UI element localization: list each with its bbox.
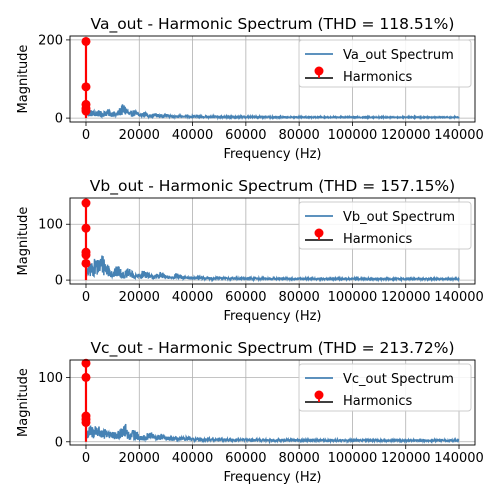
legend-box — [298, 39, 472, 88]
harmonic-marker — [81, 372, 91, 382]
x-tick-label: 80000 — [278, 451, 319, 466]
chart-panel-1: Va_out - Harmonic Spectrum (THD = 118.51… — [16, 15, 484, 162]
harmonic-marker — [81, 358, 91, 368]
chart-title: Vb_out - Harmonic Spectrum (THD = 157.15… — [90, 177, 455, 196]
legend-box — [298, 201, 472, 250]
x-axis-label: Frequency (Hz) — [223, 147, 321, 162]
legend-label-spectrum: Va_out Spectrum — [343, 48, 454, 63]
spectrum-line — [85, 203, 460, 283]
x-tick-label: 20000 — [119, 128, 160, 143]
x-tick-label: 40000 — [172, 451, 213, 466]
harmonic-marker — [81, 223, 91, 233]
x-tick-label: 140000 — [434, 451, 484, 466]
legend-swatch-marker — [314, 390, 324, 400]
y-tick-label: 0 — [55, 112, 63, 127]
axes-frame — [69, 197, 476, 285]
x-tick-label: 0 — [82, 128, 90, 143]
legend-label-spectrum: Vb_out Spectrum — [343, 210, 455, 225]
x-tick-label: 100000 — [328, 128, 378, 143]
chart-title: Va_out - Harmonic Spectrum (THD = 118.51… — [91, 15, 455, 34]
legend-label-harmonics: Harmonics — [343, 232, 412, 247]
y-tick-label: 200 — [38, 33, 63, 48]
x-tick-label: 60000 — [225, 451, 266, 466]
harmonic-marker — [81, 417, 91, 427]
x-tick-label: 20000 — [119, 451, 160, 466]
x-tick-label: 40000 — [172, 290, 213, 305]
x-tick-label: 60000 — [225, 290, 266, 305]
y-tick-label: 100 — [38, 218, 63, 233]
legend-swatch-marker — [314, 228, 324, 238]
x-tick-label: 40000 — [172, 128, 213, 143]
y-axis-label: Magnitude — [16, 45, 31, 114]
y-tick-label: 100 — [38, 371, 63, 386]
legend: Va_out Spectrum Harmonics — [298, 39, 472, 88]
x-tick-label: 120000 — [381, 290, 431, 305]
chart-panel-2: Vb_out - Harmonic Spectrum (THD = 157.15… — [16, 177, 484, 324]
axes-frame — [69, 35, 476, 123]
x-tick-label: 80000 — [278, 128, 319, 143]
y-tick-label: 0 — [55, 435, 63, 450]
legend-label-harmonics: Harmonics — [343, 394, 412, 409]
x-tick-label: 140000 — [434, 290, 484, 305]
harmonic-marker — [81, 198, 91, 208]
y-axis-label: Magnitude — [16, 207, 31, 276]
x-tick-label: 80000 — [278, 290, 319, 305]
legend-swatch-marker — [314, 66, 324, 76]
axes-frame — [69, 359, 476, 446]
legend: Vc_out Spectrum Harmonics — [298, 363, 472, 412]
x-tick-label: 60000 — [225, 128, 266, 143]
x-tick-label: 100000 — [328, 290, 378, 305]
legend-label-spectrum: Vc_out Spectrum — [343, 372, 454, 387]
chart-panel-3: Vc_out - Harmonic Spectrum (THD = 213.72… — [16, 339, 484, 485]
y-tick-label: 0 — [55, 274, 63, 289]
x-tick-label: 20000 — [119, 290, 160, 305]
x-tick-label: 120000 — [381, 451, 431, 466]
x-axis-label: Frequency (Hz) — [223, 470, 321, 485]
x-tick-label: 140000 — [434, 128, 484, 143]
legend-label-harmonics: Harmonics — [343, 70, 412, 85]
harmonic-marker — [81, 250, 91, 260]
legend-box — [298, 363, 472, 412]
chart-title: Vc_out - Harmonic Spectrum (THD = 213.72… — [90, 339, 454, 358]
harmonic-marker — [81, 82, 91, 92]
harmonic-marker — [81, 106, 91, 116]
harmonic-marker — [81, 258, 91, 268]
x-axis-label: Frequency (Hz) — [223, 309, 321, 324]
x-tick-label: 0 — [82, 290, 90, 305]
harmonic-marker — [81, 36, 91, 46]
spectrum-line — [85, 363, 460, 445]
y-axis-label: Magnitude — [16, 368, 31, 437]
spectrum-line — [85, 41, 460, 121]
x-tick-label: 0 — [82, 451, 90, 466]
x-tick-label: 100000 — [328, 451, 378, 466]
x-tick-label: 120000 — [381, 128, 431, 143]
legend: Vb_out Spectrum Harmonics — [298, 201, 472, 250]
